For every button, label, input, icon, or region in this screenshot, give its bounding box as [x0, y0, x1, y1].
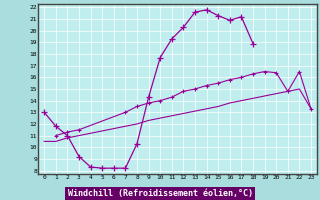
Text: Windchill (Refroidissement éolien,°C): Windchill (Refroidissement éolien,°C) [68, 189, 252, 198]
